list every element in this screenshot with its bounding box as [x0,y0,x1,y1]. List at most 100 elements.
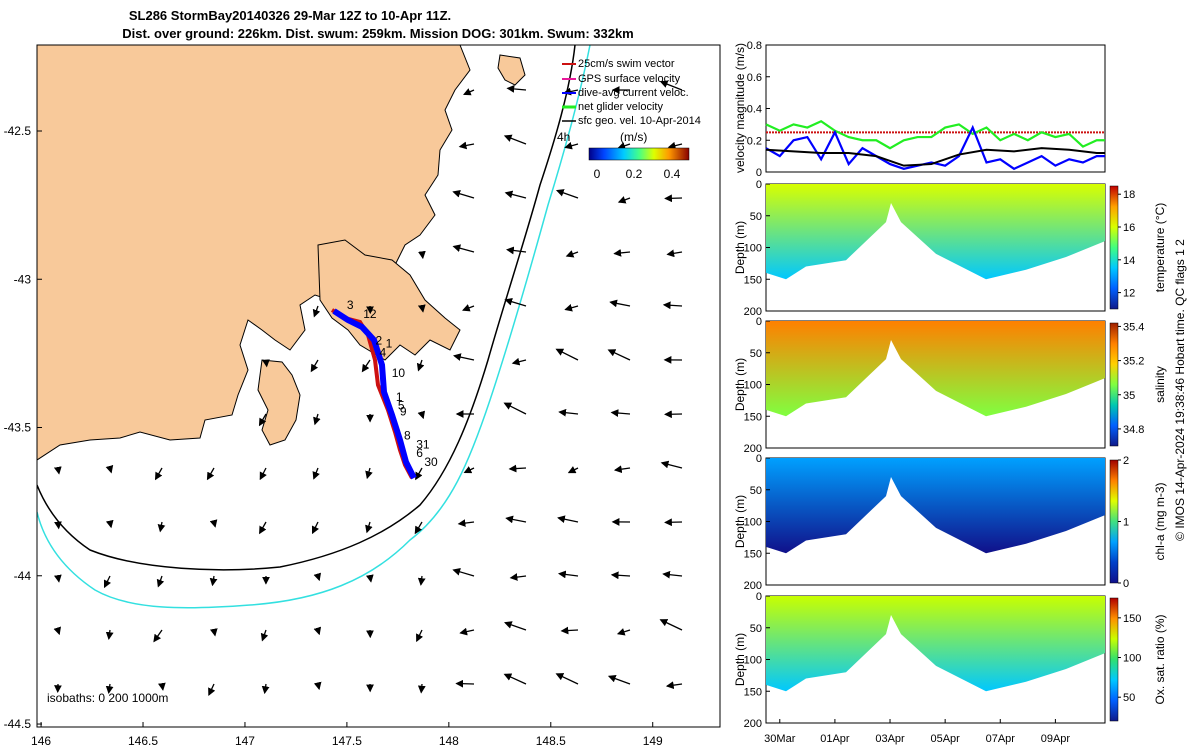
geo-velocity-arrow [661,620,682,630]
geo-velocity-arrow [110,522,111,527]
geo-velocity-arrow [569,468,578,473]
geo-velocity-arrow [454,246,474,252]
geo-velocity-arrow [508,88,526,90]
geo-velocity-arrow [505,623,526,630]
geo-velocity-arrow [506,193,526,198]
geo-velocity-arrow [58,468,59,473]
heatmap-ytick-label: 0 [756,179,762,191]
geo-velocity-arrow [609,350,630,360]
geo-velocity-arrow [315,414,318,424]
geo-velocity-arrow [460,144,474,147]
colorbar-tick-0-2: 0.2 [626,167,643,181]
geo-velocity-arrow [58,630,59,634]
geo-velocity-arrow [559,574,578,576]
colorbar-tick-label: 2 [1123,455,1129,467]
geo-velocity-arrow [513,360,526,363]
colorbar-tick-label: 150 [1123,613,1141,625]
geo-velocity-arrow [58,576,59,582]
date-tick-label: 01Apr [820,733,850,745]
track-label: 4 [380,345,387,359]
map-ytick-label: -44.5 [4,717,32,731]
track-label: 8 [404,428,411,442]
geo-velocity-arrow [421,684,422,692]
geo-velocity-arrow [313,522,318,533]
map-xtick-label: 148.5 [536,734,566,748]
date-tick-label: 09Apr [1041,733,1071,745]
geo-velocity-arrow [209,684,214,695]
velocity-ytick-label: 0.2 [747,135,762,147]
maria-island [498,55,525,85]
heatmap-ytick-label: 50 [750,623,762,635]
heatmap-ytick-label: 0 [756,453,762,465]
geo-velocity-arrow [567,252,578,256]
geo-velocity-arrow [669,144,682,147]
geo-velocity-arrow [454,356,474,360]
legend-swim-vector: 25cm/s swim vector [578,58,675,70]
geo-velocity-arrow [662,463,682,468]
geo-velocity-arrow [265,684,266,693]
geo-velocity-arrow [314,306,318,316]
colorbar-tick-label: 35.2 [1123,356,1144,368]
colorbar-tick-label: 50 [1123,692,1135,704]
geo-velocity-arrow [667,684,682,686]
geo-velocity-arrow [612,413,630,414]
colorbar-label: chl-a (mg m-3) [1153,482,1167,560]
map-xtick-label: 146.5 [128,734,158,748]
geo-velocity-arrow [260,468,266,479]
heatmap-ytick-label: 0 [756,591,762,603]
geo-velocity-arrow [557,191,578,198]
legend-dive-avg: dive-avg current veloc. [578,87,689,99]
map-ytick-label: -43 [14,272,32,286]
geo-velocity-arrow [58,522,59,528]
geo-velocity-arrow [416,468,422,479]
map-ytick-label: -42.5 [4,124,32,138]
velocity-ytick-label: 0.6 [747,72,762,84]
geo-velocity-arrow [619,198,630,202]
legend-colorbar [589,148,689,160]
geo-velocity-arrow [464,90,474,94]
heatmap-ylabel: Depth (m) [733,495,747,548]
colorbar-label: Ox. sat. ratio (%) [1153,614,1167,704]
geo-velocity-arrow [557,349,578,360]
geo-velocity-arrow [511,576,526,578]
date-tick-label: 05Apr [930,733,960,745]
map-xtick-label: 147.5 [332,734,362,748]
geo-velocity-arrow [418,360,422,370]
geo-velocity-arrow [422,414,423,418]
heatmap-colorbar [1110,186,1118,309]
geo-velocity-arrow [668,252,682,254]
map-y-ticks: -42.5-43-43.5-44-44.5 [4,124,42,731]
geo-velocity-arrow [417,630,422,641]
legend-colorbar-title: (m/s) [620,130,647,144]
geo-velocity-arrow [266,360,267,366]
heatmap-ylabel: Depth (m) [733,358,747,411]
geo-velocity-arrow [160,522,162,531]
footer-text: © IMOS 14-Apr-2024 19:38:46 Hobart time.… [1173,239,1187,541]
geo-velocity-arrow [609,676,630,684]
geo-velocity-arrow [465,468,474,472]
geo-velocity-arrow [615,468,630,470]
geo-velocity-arrow [105,576,110,587]
colorbar-tick-label: 18 [1123,189,1135,201]
geo-velocity-arrow [459,522,474,524]
geo-velocity-arrow [664,574,682,576]
geo-velocity-arrow [421,576,422,585]
colorbar-tick-label: 14 [1123,255,1135,267]
bruny-island [258,360,300,445]
geo-velocity-arrow [618,630,630,634]
geo-velocity-arrow [454,192,474,198]
title-line-1: SL286 StormBay20140326 29-Mar 12Z to 10-… [129,8,451,23]
geo-velocity-arrow [110,468,111,472]
geo-velocity-arrow [505,136,526,144]
heatmap-ytick-label: 0 [756,316,762,328]
legend-time-label: 4h [557,130,570,144]
geo-velocity-arrow [664,305,682,306]
geo-velocity-arrow [318,684,319,689]
colorbar-tick-label: 0 [1123,578,1129,590]
velocity-panel: 00.20.40.60.8 velocity magnitude (m/s) [733,40,1105,179]
heatmap-ytick-label: 200 [744,718,762,730]
